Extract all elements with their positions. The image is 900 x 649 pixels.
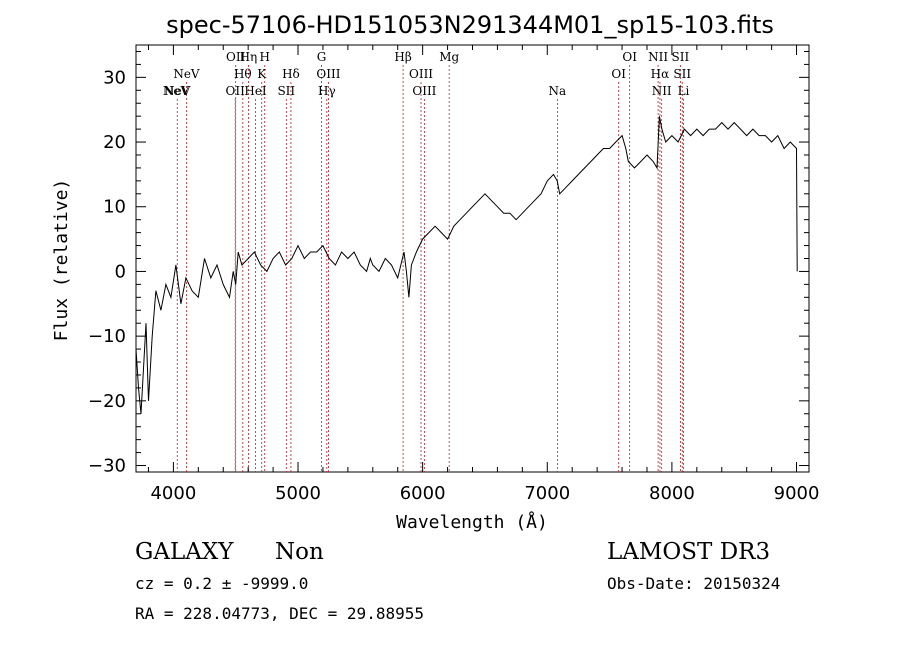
line-marker-label: H (260, 50, 270, 64)
line-marker-label: NeV (173, 67, 200, 81)
y-tick-label: −20 (88, 391, 126, 412)
x-axis-ticks: 4000 5000 6000 7000 8000 9000 (147, 45, 820, 504)
line-marker-label: Hθ (234, 67, 252, 81)
line-marker-label: Mg (439, 50, 459, 64)
line-marker-label: HeI (244, 84, 267, 98)
y-tick-label: −30 (88, 456, 126, 477)
line-marker-label: NeV (163, 84, 190, 98)
line-marker-label: NII (652, 84, 672, 98)
y-tick-label: 0 (115, 261, 126, 282)
x-tick-label: 5000 (275, 483, 321, 504)
obs-date-text: Obs-Date: 20150324 (607, 574, 780, 593)
line-marker-label: SII (277, 84, 295, 98)
y-tick-label: 30 (103, 67, 126, 88)
line-marker-label: Hη (240, 50, 258, 64)
line-marker-label: Hα (651, 67, 670, 81)
line-marker-label: OI (611, 67, 626, 81)
radec-text: RA = 228.04773, DEC = 29.88955 (135, 604, 424, 623)
line-marker-label: OIII (316, 67, 340, 81)
line-marker-label: OII (226, 84, 246, 98)
plot-frame (135, 44, 810, 473)
y-tick-label: 20 (103, 132, 126, 153)
y-tick-label: −10 (88, 326, 126, 347)
line-marker-label: NeV (164, 84, 191, 98)
line-markers (176, 65, 684, 472)
class-label: GALAXY (135, 539, 234, 565)
spectrum-line (135, 116, 798, 414)
y-axis-label: Flux (relative) (51, 179, 72, 342)
line-marker-labels: NeVNeVNeVOIIOIIHθHηHeIKHSIIHδGOIIIHγHβOI… (163, 50, 692, 98)
line-marker-label: Hδ (282, 67, 300, 81)
line-marker-label: SII (672, 50, 690, 64)
cz-text: cz = 0.2 ± -9999.0 (135, 574, 308, 593)
y-axis-ticks: −30 −20 −10 0 10 20 30 (88, 50, 809, 477)
x-tick-label: 7000 (524, 483, 570, 504)
subclass-label: Non (275, 539, 324, 565)
line-marker-label: K (257, 67, 267, 81)
chart-title: spec-57106-HD151053N291344M01_sp15-103.f… (166, 11, 774, 39)
survey-label: LAMOST DR3 (607, 539, 770, 565)
x-tick-label: 4000 (150, 483, 196, 504)
x-tick-label: 6000 (400, 483, 446, 504)
line-marker-label: OII (226, 50, 246, 64)
line-marker-label: Hβ (394, 50, 411, 64)
x-axis-label: Wavelength (Å) (396, 511, 548, 533)
line-marker-label: SII (673, 67, 691, 81)
line-marker-label: OIII (412, 84, 436, 98)
line-marker-label: OI (622, 50, 637, 64)
line-marker-label: G (317, 50, 327, 64)
line-marker-label: Na (549, 84, 567, 98)
line-marker-label: Li (678, 84, 690, 98)
line-marker-label: OIII (409, 67, 433, 81)
line-marker-label: NII (648, 50, 668, 64)
y-tick-label: 10 (103, 197, 126, 218)
x-tick-label: 8000 (649, 483, 695, 504)
line-marker-label: Hγ (318, 84, 336, 98)
x-tick-label: 9000 (774, 483, 820, 504)
